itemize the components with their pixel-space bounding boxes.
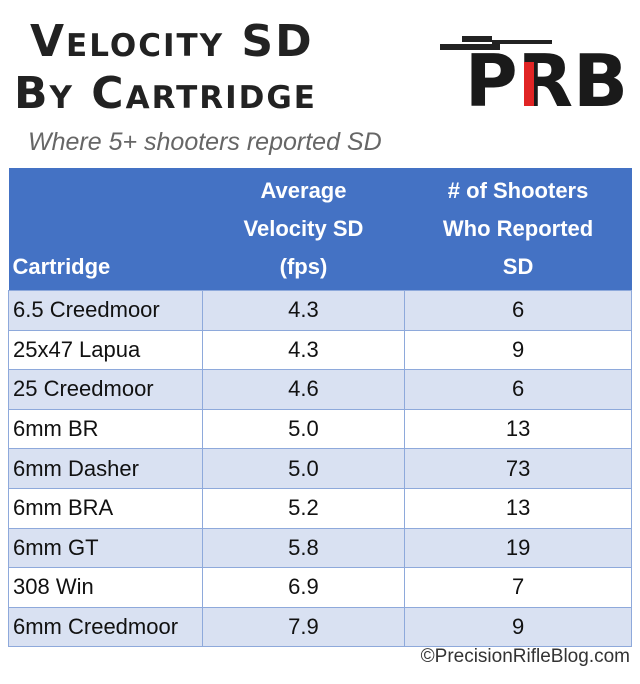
table-cell: 25 Creedmoor bbox=[8, 369, 203, 410]
table-cell: 73 bbox=[404, 448, 632, 489]
table-cell: 25x47 Lapua bbox=[8, 329, 203, 371]
table-cell: 6mm Creedmoor bbox=[8, 606, 203, 648]
table-cell: 6 bbox=[404, 290, 632, 331]
header-row: Cartridge Average Velocity SD (fps) # of S… bbox=[8, 168, 632, 291]
table-cell: 13 bbox=[404, 408, 632, 450]
table-row: 25x47 Lapua 4.3 9 bbox=[8, 329, 632, 371]
table-cell: 6mm BR bbox=[8, 408, 203, 450]
table-row: 6mm Dasher 5.0 73 bbox=[8, 448, 632, 489]
table-cell: 7 bbox=[404, 567, 632, 608]
title-line: By Cartridge bbox=[14, 68, 317, 119]
column-header: # of Shooters Who Reported SD bbox=[404, 168, 632, 291]
logo-text: PRB bbox=[465, 39, 628, 112]
table-cell: 4.3 bbox=[201, 290, 406, 331]
table-row: 6mm BRA 5.2 13 bbox=[8, 487, 632, 529]
table-cell: 5.0 bbox=[201, 408, 406, 450]
table-cell: 9 bbox=[404, 606, 632, 648]
table-cell: 5.2 bbox=[201, 487, 406, 529]
table-cell: 6 bbox=[404, 369, 632, 410]
table-cell: 13 bbox=[404, 487, 632, 529]
table-row: 6mm GT 5.8 19 bbox=[8, 527, 632, 569]
table-cell: 7.9 bbox=[201, 606, 406, 648]
table-body: 6.5 Creedmoor 4.3 6 25x47 Lapua 4.3 9 25 Creed… bbox=[8, 290, 632, 648]
table-row: 6mm Creedmoor 7.9 9 bbox=[8, 606, 632, 648]
table-cell: 4.3 bbox=[201, 329, 406, 371]
column-header: Average Velocity SD (fps) bbox=[202, 168, 405, 291]
table-row: 6mm BR 5.0 13 bbox=[8, 408, 632, 450]
table: Cartridge Average Velocity SD (fps) # of S… bbox=[8, 168, 632, 648]
table-cell: 9 bbox=[404, 329, 632, 371]
table-cell: 6.5 Creedmoor bbox=[8, 290, 203, 331]
table-cell: 5.0 bbox=[201, 448, 406, 489]
table-cell: 6mm Dasher bbox=[8, 448, 203, 489]
table-cell: 6.9 bbox=[201, 567, 406, 608]
table-cell: 19 bbox=[404, 527, 632, 569]
table-row: 6.5 Creedmoor 4.3 6 bbox=[8, 290, 632, 331]
table-cell: 6mm BRA bbox=[8, 487, 203, 529]
logo: PRB bbox=[440, 36, 628, 112]
title-line: Velocity SD bbox=[30, 16, 314, 67]
column-header: Cartridge bbox=[8, 168, 203, 291]
table-row: 308 Win 6.9 7 bbox=[8, 567, 632, 608]
subtitle: Where 5+ shooters reported SD bbox=[28, 128, 382, 156]
table-cell: 308 Win bbox=[8, 567, 203, 608]
copyright: ©PrecisionRifleBlog.com bbox=[420, 646, 630, 667]
table-cell: 4.6 bbox=[201, 369, 406, 410]
table-cell: 5.8 bbox=[201, 527, 406, 569]
table-cell: 6mm GT bbox=[8, 527, 203, 569]
table-row: 25 Creedmoor 4.6 6 bbox=[8, 369, 632, 410]
